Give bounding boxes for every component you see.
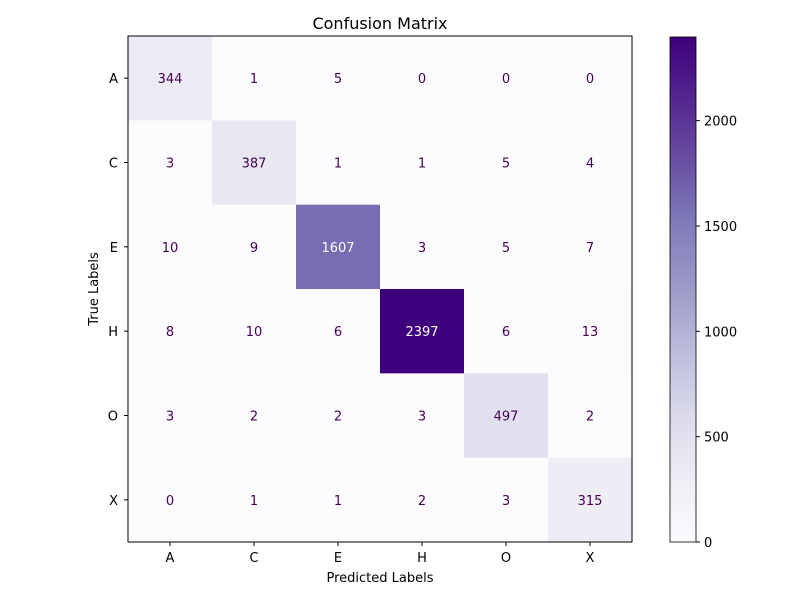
heatmap-cell bbox=[464, 289, 549, 374]
heatmap-cell bbox=[464, 120, 549, 206]
cell-value-label: 8 bbox=[166, 325, 174, 340]
heatmap-cell bbox=[380, 120, 465, 206]
colorbar-tick-label: 500 bbox=[704, 431, 729, 446]
heatmap-cell bbox=[296, 289, 381, 374]
heatmap-cell bbox=[128, 120, 213, 206]
cell-value-label: 315 bbox=[578, 494, 603, 509]
cell-value-label: 5 bbox=[502, 157, 510, 172]
heatmap-cell bbox=[464, 36, 549, 121]
cell-value-label: 4 bbox=[586, 157, 594, 172]
cell-value-label: 0 bbox=[502, 72, 510, 87]
colorbar-tick-label: 1500 bbox=[704, 220, 737, 235]
cell-value-label: 0 bbox=[166, 494, 174, 509]
heatmap-cell bbox=[212, 204, 297, 290]
y-tick-label: A bbox=[109, 72, 118, 87]
cell-value-label: 3 bbox=[418, 241, 426, 256]
cell-value-label: 2 bbox=[334, 410, 342, 425]
heatmap-cell bbox=[548, 36, 633, 121]
cell-value-label: 1 bbox=[250, 72, 258, 87]
heatmap-cell bbox=[380, 373, 465, 459]
cell-value-label: 3 bbox=[502, 494, 510, 509]
cell-value-label: 1607 bbox=[321, 241, 354, 256]
colorbar-tick-label: 0 bbox=[704, 536, 712, 551]
heatmap-cell bbox=[464, 457, 549, 543]
colorbar bbox=[669, 36, 697, 543]
heatmap-cell bbox=[464, 373, 549, 459]
heatmap-cell bbox=[212, 289, 297, 374]
x-tick-label: H bbox=[417, 551, 427, 566]
heatmap-cell bbox=[212, 36, 297, 121]
x-tick-label: C bbox=[249, 551, 258, 566]
heatmap-cell bbox=[128, 373, 213, 459]
cell-value-label: 5 bbox=[334, 72, 342, 87]
y-tick-label: O bbox=[108, 410, 118, 425]
cell-value-label: 7 bbox=[586, 241, 594, 256]
cell-value-label: 5 bbox=[502, 241, 510, 256]
cell-value-label: 1 bbox=[334, 494, 342, 509]
cell-value-label: 387 bbox=[242, 157, 267, 172]
cell-value-label: 3 bbox=[166, 157, 174, 172]
cell-value-label: 3 bbox=[166, 410, 174, 425]
heatmap-cell bbox=[296, 457, 381, 543]
heatmap-cell bbox=[296, 120, 381, 206]
heatmap-cell bbox=[212, 120, 297, 206]
cell-value-label: 1 bbox=[250, 494, 258, 509]
heatmap-cell bbox=[128, 457, 213, 543]
y-tick-label: E bbox=[110, 241, 118, 256]
x-tick-label: X bbox=[586, 551, 595, 566]
heatmap-cell bbox=[380, 204, 465, 290]
cell-value-label: 3 bbox=[418, 410, 426, 425]
heatmap-cell bbox=[548, 120, 633, 206]
heatmap-cell bbox=[380, 457, 465, 543]
colorbar-tick-label: 1000 bbox=[704, 325, 737, 340]
heatmap-cell bbox=[380, 36, 465, 121]
y-tick-label: X bbox=[109, 494, 118, 509]
y-tick-label: H bbox=[108, 325, 118, 340]
heatmap-cell bbox=[128, 289, 213, 374]
cell-value-label: 1 bbox=[334, 157, 342, 172]
cell-value-label: 13 bbox=[582, 325, 599, 340]
heatmap-cell bbox=[548, 457, 633, 543]
cell-value-label: 0 bbox=[586, 72, 594, 87]
heatmap-cell bbox=[464, 204, 549, 290]
cell-value-label: 2 bbox=[250, 410, 258, 425]
cell-value-label: 0 bbox=[418, 72, 426, 87]
cell-value-label: 2 bbox=[586, 410, 594, 425]
heatmap-cell bbox=[212, 457, 297, 543]
cell-value-label: 2 bbox=[418, 494, 426, 509]
y-axis: A C E H O X bbox=[108, 72, 128, 509]
heatmap-cell bbox=[548, 204, 633, 290]
chart-title: Confusion Matrix bbox=[312, 14, 447, 33]
cell-value-label: 9 bbox=[250, 241, 258, 256]
heatmap-cell bbox=[296, 204, 381, 290]
plot-frame bbox=[127, 35, 633, 543]
heatmap-cell bbox=[380, 289, 465, 374]
cell-value-label: 1 bbox=[418, 157, 426, 172]
heatmap-cell bbox=[548, 373, 633, 459]
x-axis-title: Predicted Labels bbox=[326, 571, 433, 586]
heatmap-cells: 344 1 5 0 0 03 387 1 1 5 410 9 1607 3 5 78 10 6 2397 6 133 2 2… bbox=[128, 36, 633, 543]
heatmap-cell bbox=[128, 204, 213, 290]
heatmap-cell bbox=[212, 373, 297, 459]
heatmap-cell bbox=[296, 373, 381, 459]
x-tick-label: A bbox=[166, 551, 175, 566]
y-axis-title: True Labels bbox=[87, 252, 102, 327]
cell-value-label: 6 bbox=[334, 325, 342, 340]
cell-value-label: 6 bbox=[502, 325, 510, 340]
cell-value-label: 10 bbox=[162, 241, 179, 256]
colorbar-ticks: 0 500 1000 1500 2000 bbox=[696, 115, 737, 551]
colorbar-tick-label: 2000 bbox=[704, 115, 737, 130]
heatmap-cell bbox=[548, 289, 633, 374]
cell-value-label: 2397 bbox=[405, 325, 438, 340]
cell-value-label: 497 bbox=[494, 410, 519, 425]
heatmap-cell bbox=[128, 36, 213, 121]
cell-value-label: 344 bbox=[158, 72, 183, 87]
cell-value-label: 10 bbox=[246, 325, 263, 340]
x-tick-label: O bbox=[501, 551, 511, 566]
x-tick-label: E bbox=[334, 551, 342, 566]
heatmap-cell bbox=[296, 36, 381, 121]
y-tick-label: C bbox=[109, 157, 118, 172]
